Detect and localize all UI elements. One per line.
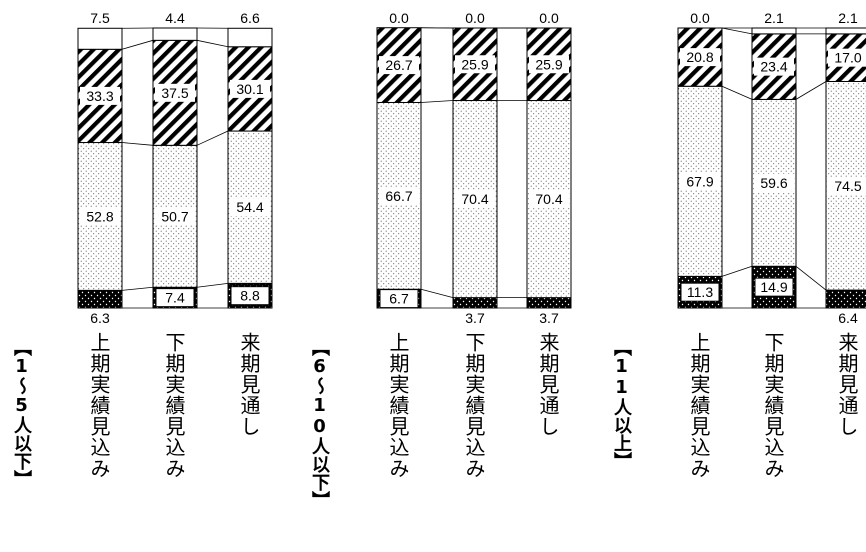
value-label: 66.7 — [385, 188, 412, 204]
bar-segment-blank — [77, 27, 123, 50]
value-label: 26.7 — [385, 57, 412, 73]
value-label: 7.5 — [90, 10, 110, 26]
category-label: 上期実績見込み — [687, 332, 711, 479]
connector-line — [795, 265, 827, 291]
value-label: 3.7 — [539, 310, 559, 326]
bar-segment-dense-dots — [77, 289, 123, 309]
value-label: 11.3 — [687, 284, 713, 300]
bar-segment-blank — [751, 27, 797, 35]
value-label-box — [155, 288, 195, 308]
value-label: 17.0 — [834, 50, 861, 66]
value-label-bg — [155, 83, 195, 102]
value-label-box — [379, 289, 419, 309]
value-label: 25.9 — [461, 56, 488, 72]
value-label: 14.9 — [760, 279, 787, 295]
value-label: 2.1 — [838, 10, 858, 26]
bar-segment-blank — [825, 27, 866, 35]
connector-line — [721, 27, 753, 35]
value-label: 67.9 — [686, 173, 713, 189]
category-label: 下期実績見込み — [761, 332, 785, 479]
value-label-bg — [80, 86, 120, 105]
value-label-bg — [529, 190, 569, 209]
category-label: 上期実績見込み — [87, 332, 111, 479]
connector-line — [196, 39, 229, 48]
value-label: 0.0 — [389, 10, 409, 26]
value-label-bg — [80, 207, 120, 226]
value-label: 7.4 — [165, 290, 185, 306]
connector-line — [420, 100, 454, 103]
value-label-bg — [379, 56, 419, 75]
value-label: 8.8 — [240, 288, 260, 304]
bar-segment-dense-dots — [452, 297, 498, 309]
bar-segment-blank — [152, 27, 198, 41]
value-label: 0.0 — [465, 10, 485, 26]
value-label: 50.7 — [161, 208, 188, 224]
value-label-box — [754, 277, 794, 297]
connector-line — [420, 288, 454, 299]
category-label: 上期実績見込み — [386, 332, 410, 479]
value-label-bg — [155, 207, 195, 226]
value-label: 25.9 — [535, 56, 562, 72]
value-label-bg — [828, 48, 866, 67]
value-label: 0.0 — [690, 10, 710, 26]
value-label-bg — [680, 172, 720, 191]
value-label-box — [230, 286, 270, 306]
value-label: 23.4 — [760, 59, 787, 75]
category-label: 下期実績見込み — [162, 332, 186, 479]
value-label: 6.7 — [389, 291, 409, 307]
value-label-bg — [455, 55, 495, 74]
connector-line — [721, 85, 753, 100]
connector-line — [196, 130, 229, 146]
connector-line — [721, 265, 753, 277]
value-label: 20.8 — [686, 49, 713, 65]
bar-segment-dense-dots — [526, 297, 572, 309]
value-label: 33.3 — [86, 88, 113, 104]
connector-line — [795, 81, 827, 100]
value-label: 74.5 — [834, 178, 861, 194]
value-label-bg — [754, 57, 794, 76]
value-label: 0.0 — [539, 10, 559, 26]
value-label: 6.6 — [240, 10, 260, 26]
value-label: 59.6 — [760, 175, 787, 191]
connector-line — [121, 39, 154, 50]
group-label: 【1～5人以下】 — [11, 338, 32, 488]
category-label: 下期実績見込み — [462, 332, 486, 479]
bar-segment-blank — [227, 27, 273, 48]
value-label-bg — [379, 186, 419, 205]
connector-line — [121, 142, 154, 146]
category-label: 来期見通し — [536, 332, 560, 437]
value-label: 6.3 — [90, 310, 110, 326]
value-label-bg — [230, 198, 270, 217]
value-label: 30.1 — [236, 81, 263, 97]
category-label: 来期見通し — [237, 332, 261, 437]
value-label: 3.7 — [465, 310, 485, 326]
category-label: 来期見通し — [835, 332, 859, 437]
connector-line — [121, 286, 154, 291]
value-label: 52.8 — [86, 208, 113, 224]
group-label: 【11人以上】 — [611, 338, 632, 470]
value-label-bg — [455, 190, 495, 209]
value-label: 70.4 — [535, 191, 562, 207]
value-label: 54.4 — [236, 199, 263, 215]
bar-segment-dense-dots — [825, 289, 866, 309]
connector-line — [196, 282, 229, 288]
group-label: 【6～10人以下】 — [309, 338, 330, 509]
value-label-bg — [529, 55, 569, 74]
value-label-bg — [828, 176, 866, 195]
value-label-bg — [754, 173, 794, 192]
value-label-bg — [230, 79, 270, 98]
value-label: 4.4 — [165, 10, 185, 26]
value-label: 6.4 — [838, 310, 858, 326]
value-label-box — [680, 282, 720, 302]
value-label-bg — [680, 48, 720, 67]
value-label: 70.4 — [461, 191, 488, 207]
value-label: 37.5 — [161, 85, 188, 101]
value-label: 2.1 — [764, 10, 784, 26]
